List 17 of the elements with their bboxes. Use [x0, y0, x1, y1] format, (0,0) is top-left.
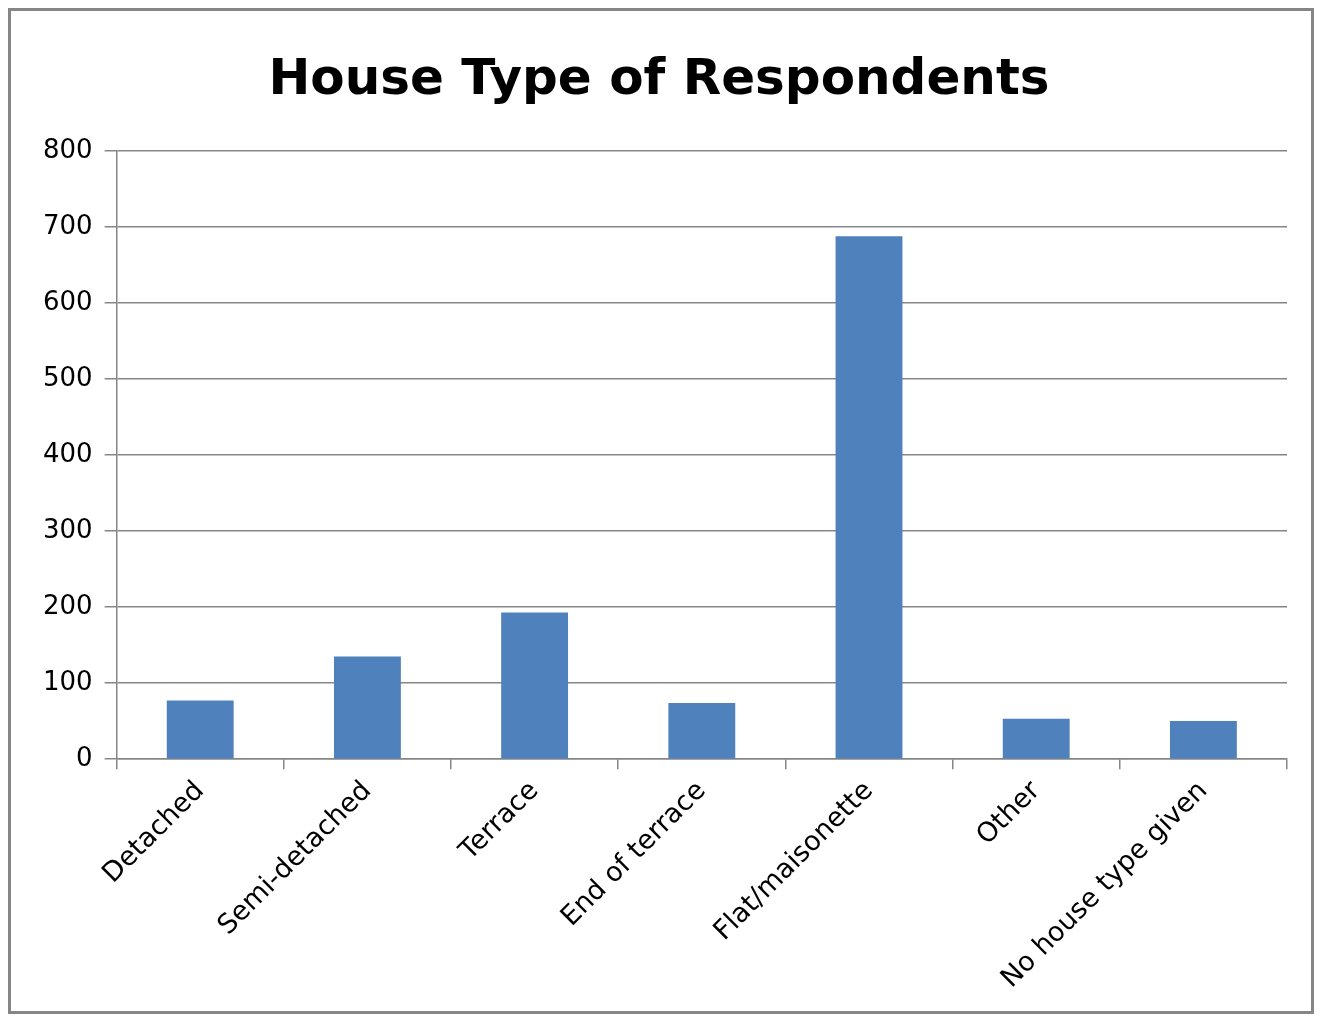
bar: [1002, 718, 1070, 759]
bar: [501, 612, 569, 759]
y-tick-label: 700: [42, 209, 93, 240]
y-tick-label: 0: [76, 741, 93, 772]
bar: [835, 236, 903, 759]
chart-title: House Type of Respondents: [268, 47, 1050, 106]
y-tick-label: 300: [42, 513, 93, 544]
y-tick-label: 600: [42, 285, 93, 316]
bar: [333, 656, 401, 759]
bar: [668, 702, 736, 759]
y-tick-label: 100: [42, 665, 93, 696]
bar: [1169, 721, 1237, 759]
bar: [166, 700, 234, 759]
y-tick-label: 200: [42, 589, 93, 620]
y-tick-label: 500: [42, 361, 93, 392]
y-tick-label: 400: [42, 437, 93, 468]
y-tick-label: 800: [42, 133, 93, 164]
